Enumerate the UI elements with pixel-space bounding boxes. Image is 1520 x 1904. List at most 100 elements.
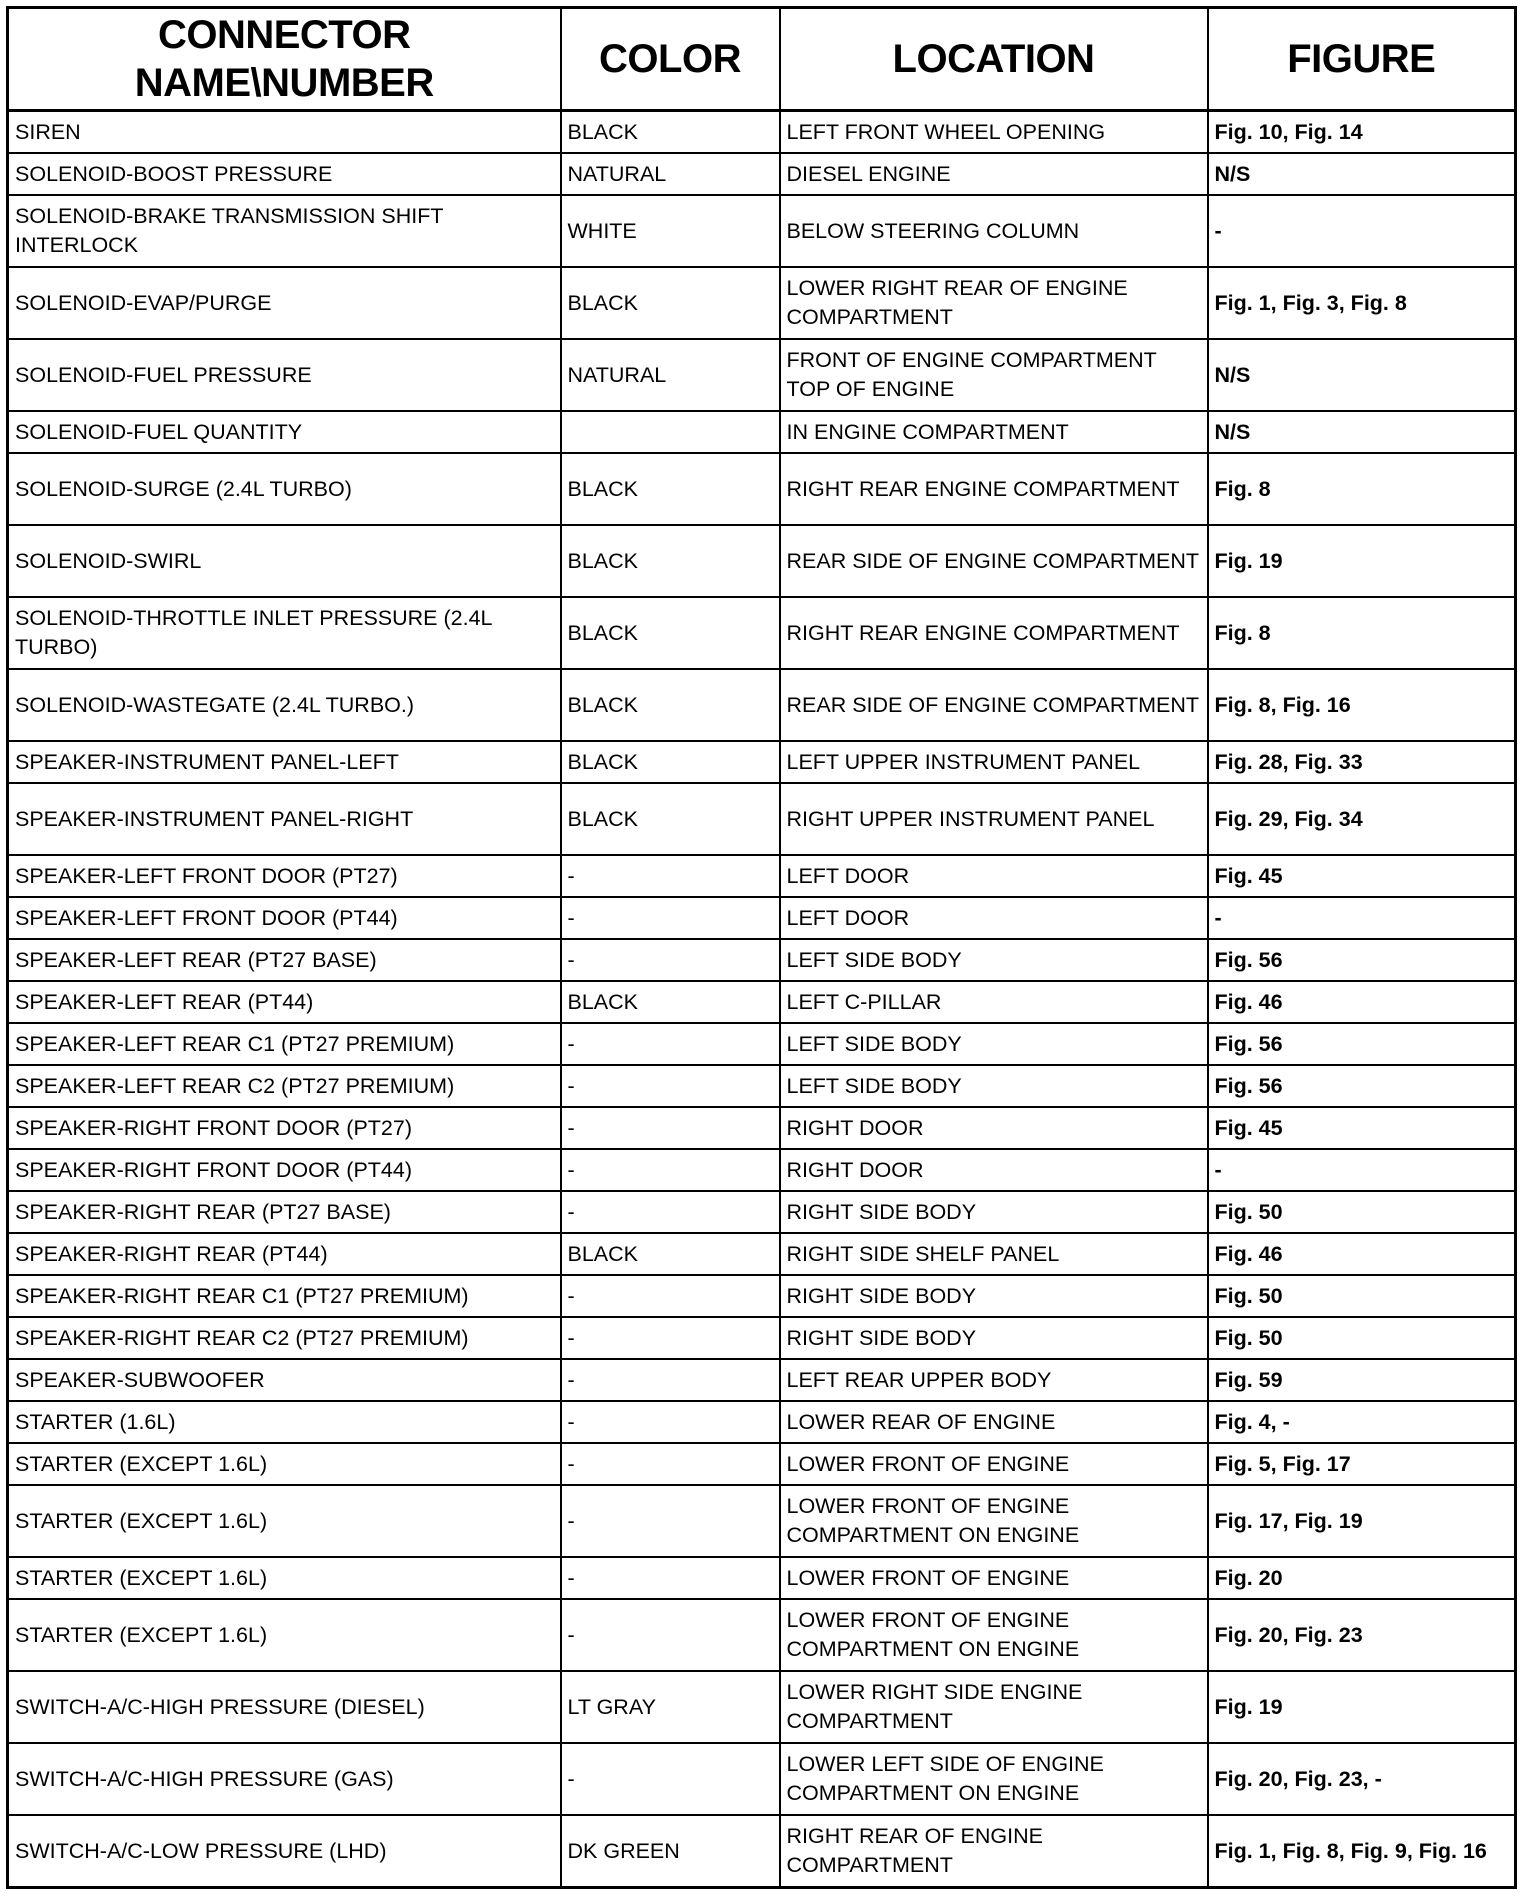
- figure-cell: Fig. 28, Fig. 33: [1206, 740, 1517, 784]
- location-cell: LEFT DOOR: [778, 896, 1209, 940]
- connector-name-cell: SWITCH-A/C-HIGH PRESSURE (GAS): [6, 1742, 562, 1816]
- color-cell: BLACK: [559, 596, 781, 670]
- table-row: SPEAKER-LEFT REAR (PT27 BASE) - LEFT SIDE …: [6, 938, 1517, 982]
- connector-name-cell: SOLENOID-SURGE (2.4L TURBO): [6, 452, 562, 526]
- figure-cell: Fig. 20: [1206, 1556, 1517, 1600]
- connector-name-cell: STARTER (EXCEPT 1.6L): [6, 1484, 562, 1558]
- color-cell: -: [559, 1358, 781, 1402]
- figure-cell: -: [1206, 194, 1517, 268]
- connector-name-cell: STARTER (EXCEPT 1.6L): [6, 1556, 562, 1600]
- color-cell: BLACK: [559, 1232, 781, 1276]
- color-cell: -: [559, 1556, 781, 1600]
- figure-cell: Fig. 10, Fig. 14: [1206, 109, 1517, 154]
- color-cell: -: [559, 1400, 781, 1444]
- figure-cell: Fig. 8: [1206, 596, 1517, 670]
- location-cell: RIGHT DOOR: [778, 1148, 1209, 1192]
- connector-name-cell: SOLENOID-FUEL PRESSURE: [6, 338, 562, 412]
- connector-name-cell: SOLENOID-BOOST PRESSURE: [6, 152, 562, 196]
- connector-name-cell: SPEAKER-RIGHT FRONT DOOR (PT27): [6, 1106, 562, 1150]
- figure-cell: Fig. 17, Fig. 19: [1206, 1484, 1517, 1558]
- location-cell: DIESEL ENGINE: [778, 152, 1209, 196]
- figure-cell: Fig. 56: [1206, 1064, 1517, 1108]
- table-row: SOLENOID-WASTEGATE (2.4L TURBO.) BLACK REA…: [6, 668, 1517, 742]
- connector-name-cell: SOLENOID-WASTEGATE (2.4L TURBO.): [6, 668, 562, 742]
- figure-cell: Fig. 20, Fig. 23, -: [1206, 1742, 1517, 1816]
- location-cell: RIGHT REAR ENGINE COMPARTMENT: [778, 452, 1209, 526]
- color-cell: BLACK: [559, 109, 781, 154]
- location-cell: LEFT SIDE BODY: [778, 1022, 1209, 1066]
- table-row: SOLENOID-BOOST PRESSURE NATURAL DIESEL ENG…: [6, 152, 1517, 196]
- connector-name-cell: SPEAKER-RIGHT FRONT DOOR (PT44): [6, 1148, 562, 1192]
- location-cell: RIGHT REAR ENGINE COMPARTMENT: [778, 596, 1209, 670]
- location-cell: REAR SIDE OF ENGINE COMPARTMENT: [778, 524, 1209, 598]
- connector-name-cell: SWITCH-A/C-HIGH PRESSURE (DIESEL): [6, 1670, 562, 1744]
- connector-name-cell: SPEAKER-RIGHT REAR C1 (PT27 PREMIUM): [6, 1274, 562, 1318]
- table-row: SIREN BLACK LEFT FRONT WHEEL OPENING Fig. 1…: [6, 109, 1517, 154]
- figure-cell: Fig. 8: [1206, 452, 1517, 526]
- color-cell: -: [559, 1598, 781, 1672]
- figure-cell: Fig. 46: [1206, 980, 1517, 1024]
- connector-table: CONNECTOR NAME\NUMBER COLOR LOCATION FIG…: [6, 6, 1517, 1889]
- location-cell: LOWER REAR OF ENGINE: [778, 1400, 1209, 1444]
- table-row: SOLENOID-SURGE (2.4L TURBO) BLACK RIGHT RE…: [6, 452, 1517, 526]
- color-cell: -: [559, 1274, 781, 1318]
- color-cell: -: [559, 1022, 781, 1066]
- table-row: SPEAKER-RIGHT REAR (PT27 BASE) - RIGHT SID…: [6, 1190, 1517, 1234]
- table-row: SOLENOID-FUEL PRESSURE NATURAL FRONT OF EN…: [6, 338, 1517, 412]
- figure-cell: Fig. 1, Fig. 8, Fig. 9, Fig. 16: [1206, 1814, 1517, 1889]
- location-cell: FRONT OF ENGINE COMPARTMENT TOP OF ENGIN…: [778, 338, 1209, 412]
- color-cell: NATURAL: [559, 338, 781, 412]
- connector-name-cell: SOLENOID-SWIRL: [6, 524, 562, 598]
- location-cell: LEFT REAR UPPER BODY: [778, 1358, 1209, 1402]
- connector-name-cell: SPEAKER-LEFT REAR (PT27 BASE): [6, 938, 562, 982]
- connector-name-cell: SPEAKER-INSTRUMENT PANEL-LEFT: [6, 740, 562, 784]
- location-cell: LEFT UPPER INSTRUMENT PANEL: [778, 740, 1209, 784]
- table-row: SPEAKER-RIGHT FRONT DOOR (PT44) - RIGHT DO…: [6, 1148, 1517, 1192]
- location-cell: RIGHT REAR OF ENGINE COMPARTMENT: [778, 1814, 1209, 1889]
- connector-name-cell: SPEAKER-LEFT FRONT DOOR (PT27): [6, 854, 562, 898]
- color-cell: BLACK: [559, 980, 781, 1024]
- connector-name-cell: SPEAKER-LEFT REAR (PT44): [6, 980, 562, 1024]
- figure-cell: Fig. 46: [1206, 1232, 1517, 1276]
- connector-name-cell: SIREN: [6, 109, 562, 154]
- table-row: SWITCH-A/C-HIGH PRESSURE (GAS) - LOWER LEF…: [6, 1742, 1517, 1816]
- location-cell: REAR SIDE OF ENGINE COMPARTMENT: [778, 668, 1209, 742]
- figure-cell: -: [1206, 1148, 1517, 1192]
- table-row: SOLENOID-BRAKE TRANSMISSION SHIFT INTERL…: [6, 194, 1517, 268]
- connector-name-cell: SPEAKER-LEFT REAR C2 (PT27 PREMIUM): [6, 1064, 562, 1108]
- connector-name-cell: SOLENOID-BRAKE TRANSMISSION SHIFT INTERL…: [6, 194, 562, 268]
- location-cell: LOWER FRONT OF ENGINE COMPARTMENT ON ENG…: [778, 1598, 1209, 1672]
- header-connector-name: CONNECTOR NAME\NUMBER: [6, 6, 562, 112]
- table-row: STARTER (EXCEPT 1.6L) - LOWER FRONT OF ENG…: [6, 1484, 1517, 1558]
- figure-cell: -: [1206, 896, 1517, 940]
- location-cell: LOWER RIGHT SIDE ENGINE COMPARTMENT: [778, 1670, 1209, 1744]
- figure-cell: Fig. 19: [1206, 1670, 1517, 1744]
- connector-name-cell: SPEAKER-RIGHT REAR C2 (PT27 PREMIUM): [6, 1316, 562, 1360]
- table-row: SPEAKER-RIGHT REAR (PT44) BLACK RIGHT SIDE…: [6, 1232, 1517, 1276]
- location-cell: LOWER RIGHT REAR OF ENGINE COMPARTMENT: [778, 266, 1209, 340]
- figure-cell: Fig. 20, Fig. 23: [1206, 1598, 1517, 1672]
- location-cell: RIGHT UPPER INSTRUMENT PANEL: [778, 782, 1209, 856]
- location-cell: RIGHT SIDE BODY: [778, 1316, 1209, 1360]
- color-cell: -: [559, 1316, 781, 1360]
- location-cell: RIGHT SIDE BODY: [778, 1190, 1209, 1234]
- header-location: LOCATION: [778, 6, 1209, 112]
- location-cell: LOWER FRONT OF ENGINE: [778, 1556, 1209, 1600]
- color-cell: BLACK: [559, 740, 781, 784]
- table-row: SWITCH-A/C-LOW PRESSURE (LHD) DK GREEN RIG…: [6, 1814, 1517, 1889]
- figure-cell: Fig. 45: [1206, 1106, 1517, 1150]
- location-cell: LOWER FRONT OF ENGINE: [778, 1442, 1209, 1486]
- table-row: SPEAKER-LEFT FRONT DOOR (PT27) - LEFT DOOR…: [6, 854, 1517, 898]
- location-cell: RIGHT SIDE SHELF PANEL: [778, 1232, 1209, 1276]
- color-cell: -: [559, 854, 781, 898]
- connector-name-cell: SOLENOID-EVAP/PURGE: [6, 266, 562, 340]
- connector-name-cell: SWITCH-A/C-LOW PRESSURE (LHD): [6, 1814, 562, 1889]
- figure-cell: Fig. 8, Fig. 16: [1206, 668, 1517, 742]
- table-row: SPEAKER-LEFT REAR C1 (PT27 PREMIUM) - LEFT…: [6, 1022, 1517, 1066]
- color-cell: -: [559, 1190, 781, 1234]
- location-cell: LOWER FRONT OF ENGINE COMPARTMENT ON ENG…: [778, 1484, 1209, 1558]
- location-cell: LEFT SIDE BODY: [778, 938, 1209, 982]
- color-cell: BLACK: [559, 452, 781, 526]
- color-cell: BLACK: [559, 668, 781, 742]
- figure-cell: Fig. 59: [1206, 1358, 1517, 1402]
